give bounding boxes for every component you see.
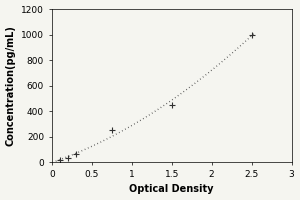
Point (57, 159, 62, 162)
Point (249, 33, 254, 36)
X-axis label: Optical Density: Optical Density (129, 184, 214, 194)
Y-axis label: Concentration(pg/mL): Concentration(pg/mL) (6, 25, 16, 146)
Point (65, 157, 70, 160)
Point (109, 129, 114, 132)
Point (169, 103, 174, 106)
Point (73, 152, 78, 156)
